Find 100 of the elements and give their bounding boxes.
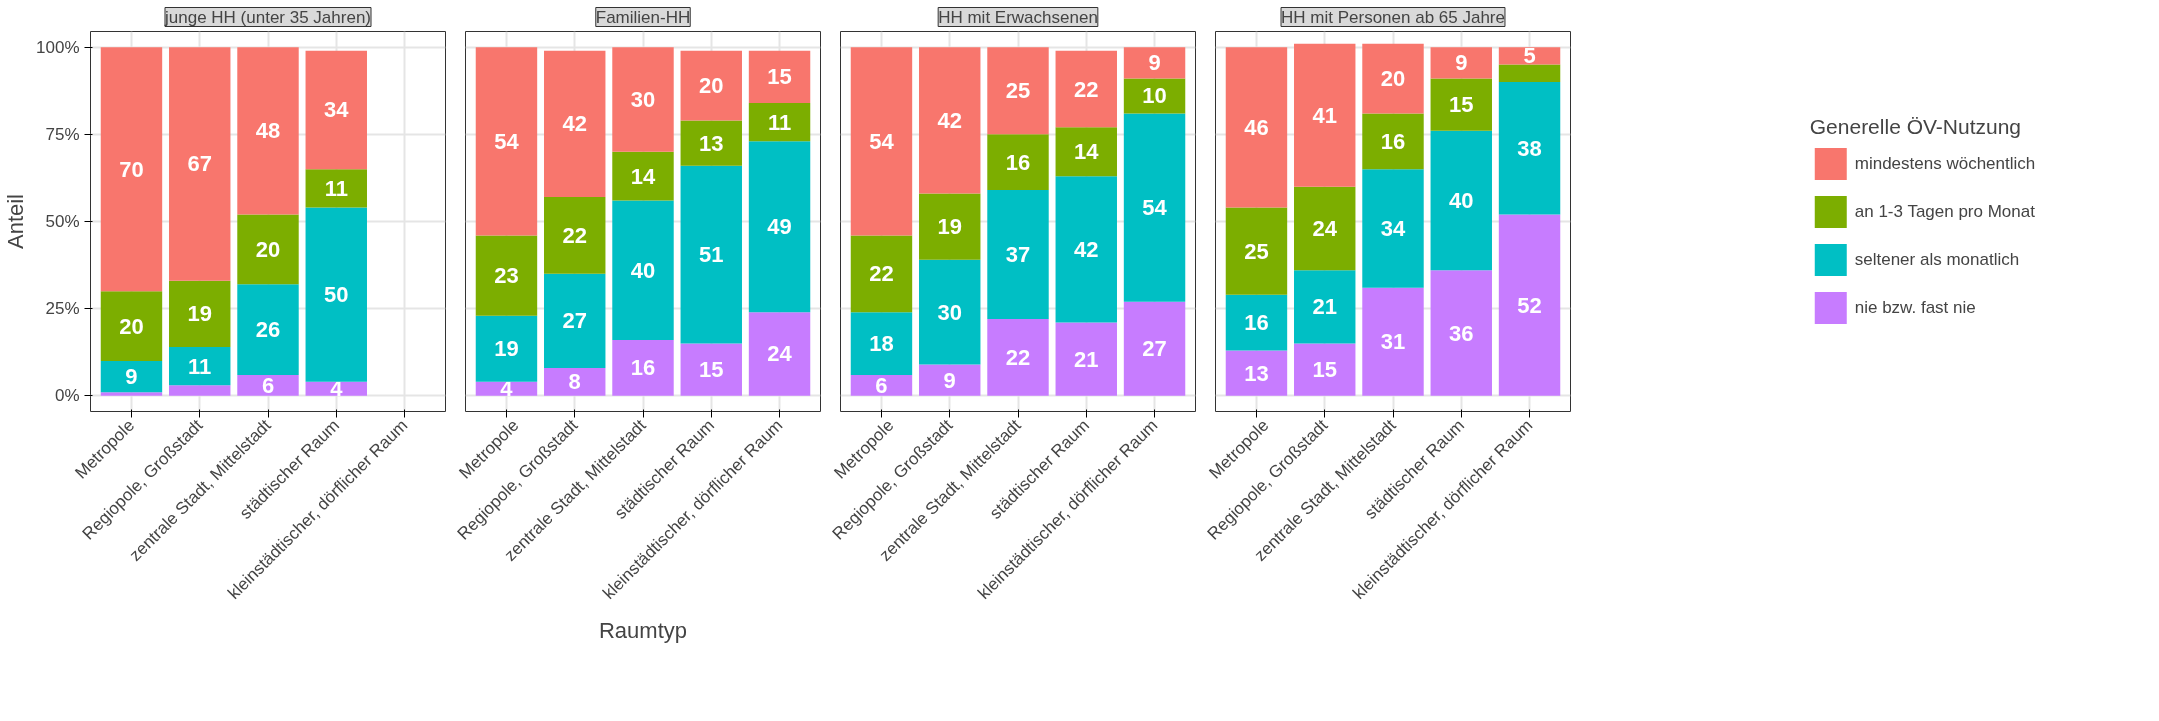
bar: [305, 207, 367, 382]
data-label: 54: [1142, 195, 1168, 221]
bar: [987, 319, 1049, 396]
bar: [169, 47, 231, 281]
data-label: 16: [1380, 128, 1406, 154]
bar: [169, 385, 231, 396]
bar: [1055, 50, 1117, 128]
data-label: 26: [255, 317, 281, 343]
data-label: 9: [125, 364, 138, 390]
bar: [305, 50, 367, 170]
chart-title: Familien-HH: [595, 7, 691, 27]
bar: [612, 151, 674, 201]
data-label: 9: [1148, 50, 1161, 76]
data-label: 14: [1074, 139, 1100, 165]
data-label: 14: [630, 163, 656, 189]
bar: [1430, 270, 1492, 396]
bar: [850, 47, 913, 236]
data-label: 20: [699, 73, 724, 99]
bar: [748, 312, 811, 396]
bar: [1225, 207, 1288, 295]
bar: [475, 235, 538, 316]
bar: [919, 193, 981, 260]
data-label: 41: [1312, 102, 1337, 128]
bar: [919, 47, 981, 194]
legend-label: mindestens wöchentlich: [1854, 153, 2036, 174]
bar: [237, 374, 299, 396]
bar: [100, 47, 163, 292]
bar: [612, 340, 674, 396]
data-label: 42: [562, 111, 587, 137]
x-axis-title: Raumtyp: [598, 617, 688, 643]
bar: [1430, 130, 1492, 271]
y-tick-label: 0%: [54, 386, 80, 406]
data-label: 70: [119, 156, 144, 182]
data-label: 46: [1244, 114, 1269, 140]
bar: [680, 50, 742, 121]
data-label: 4: [500, 376, 514, 402]
data-label: 25: [1005, 78, 1031, 104]
bar: [1362, 287, 1424, 396]
bar: [1123, 301, 1186, 396]
data-label: 15: [1312, 357, 1337, 383]
data-label: 49: [767, 214, 792, 240]
data-label: 38: [1517, 135, 1542, 161]
data-label: 21: [1312, 294, 1337, 320]
bar: [544, 273, 606, 368]
data-label: 54: [494, 128, 520, 154]
data-label: 4: [330, 376, 344, 402]
bar: [1294, 343, 1356, 396]
bar: [987, 134, 1049, 191]
bar: [850, 235, 913, 313]
data-label: 19: [937, 214, 962, 240]
data-label: 15: [767, 64, 792, 90]
legend-label: nie bzw. fast nie: [1854, 297, 1976, 318]
data-label: 9: [943, 367, 956, 393]
bar: [169, 347, 231, 386]
data-label: 16: [1005, 149, 1031, 175]
data-label: 21: [1074, 346, 1099, 372]
bar: [987, 47, 1049, 135]
bar: [1123, 113, 1186, 302]
chart-title: HH mit Erwachsenen: [938, 7, 1098, 27]
bar: [1055, 176, 1117, 323]
data-label: 16: [630, 355, 656, 381]
legend-label: an 1-3 Tagen pro Monat: [1854, 201, 2035, 222]
bar: [680, 165, 742, 344]
data-label: 15: [699, 357, 724, 383]
data-label: 20: [255, 236, 281, 262]
bar: [1294, 43, 1356, 187]
data-label: 40: [1449, 188, 1474, 214]
bar: [237, 47, 299, 215]
bar: [1430, 78, 1492, 131]
bar: [1498, 64, 1561, 83]
data-label: 11: [324, 175, 348, 201]
chart-title: junge HH (unter 35 Jahren): [164, 7, 372, 27]
y-tick-label: 75%: [45, 124, 80, 144]
data-label: 5: [1523, 43, 1536, 69]
data-label: 54: [869, 128, 895, 154]
bar: [987, 190, 1049, 320]
chart-title: HH mit Personen ab 65 Jahre: [1281, 7, 1505, 27]
data-label: 16: [1244, 310, 1269, 336]
bar: [748, 102, 811, 142]
y-tick-label: 25%: [45, 299, 80, 319]
y-axis-title: Anteil: [3, 193, 29, 250]
y-tick-label: 100%: [36, 37, 80, 57]
bar: [1294, 270, 1356, 344]
bar: [544, 197, 606, 274]
data-label: 30: [630, 86, 656, 112]
bar: [680, 120, 742, 166]
bar: [1123, 47, 1186, 79]
data-label: 36: [1449, 320, 1474, 346]
data-label: 51: [699, 242, 724, 268]
data-label: 6: [261, 372, 275, 398]
data-label: 27: [562, 308, 587, 334]
data-label: 50: [324, 282, 349, 308]
bar: [169, 280, 231, 347]
data-label: 22: [869, 261, 894, 287]
data-label: 37: [1005, 242, 1031, 268]
data-label: 25: [1244, 238, 1269, 264]
data-label: 24: [1312, 215, 1338, 241]
bar: [100, 291, 163, 361]
bar: [919, 364, 981, 396]
data-label: 40: [630, 257, 656, 283]
